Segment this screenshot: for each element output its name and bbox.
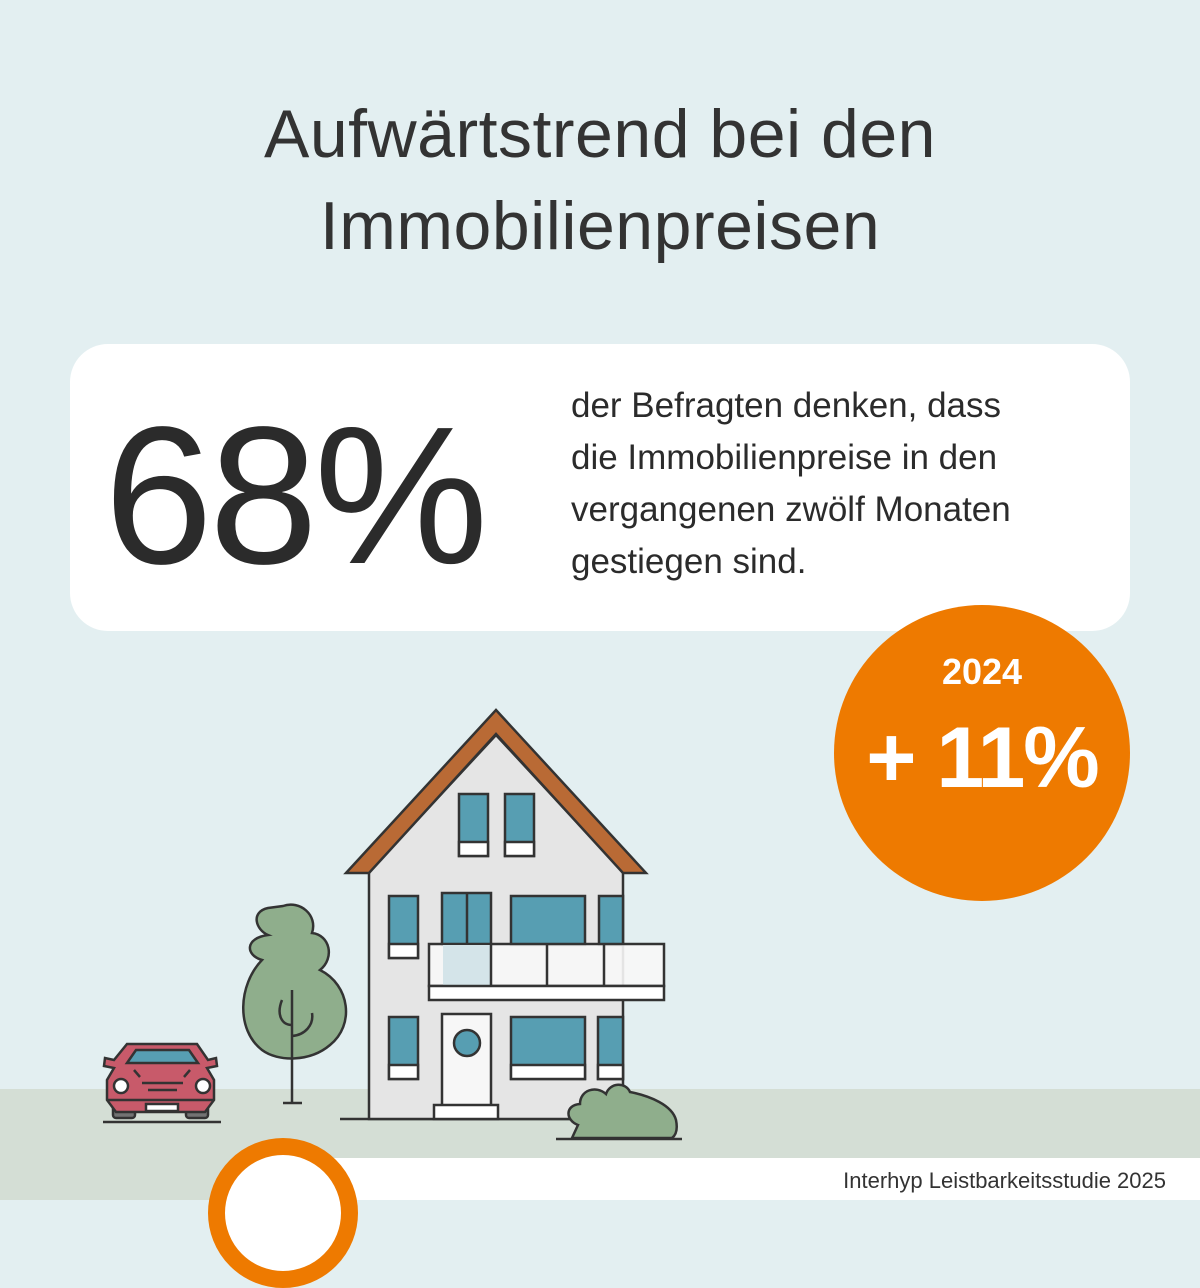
bush-icon (556, 1083, 682, 1141)
illustration-scene (102, 708, 682, 1141)
car-icon (102, 1042, 221, 1124)
infographic-canvas: Aufwärtstrend bei den Immobilienpreisen … (0, 88, 1200, 1288)
stat-value: 68% (104, 386, 488, 605)
stat-description-line: gestiegen sind. (571, 542, 807, 581)
headline-line-2: Immobilienpreisen (319, 188, 881, 264)
headline-line-1: Aufwärtstrend bei den (263, 96, 936, 172)
stat-description: der Befragten denken, dass die Immobilie… (571, 380, 1111, 588)
stat-card (70, 344, 1130, 631)
tree-icon (242, 903, 348, 1105)
stat-description-line: die Immobilienpreise in den (571, 438, 998, 477)
footer-bar (295, 1158, 1200, 1200)
headline: Aufwärtstrend bei den Immobilienpreisen (0, 88, 1200, 272)
stat-description-line: vergangenen zwölf Monaten (571, 490, 1011, 529)
house-icon (340, 708, 666, 1121)
source-label: Interhyp Leistbarkeitsstudie 2025 (843, 1168, 1166, 1193)
stat-description-line: der Befragten denken, dass (571, 386, 1002, 425)
logo-ring-icon (208, 1138, 358, 1288)
yearly-change-badge: 2024 + 11% (834, 605, 1130, 901)
badge-year: 2024 (941, 651, 1023, 692)
badge-value: + 11% (866, 710, 1100, 806)
